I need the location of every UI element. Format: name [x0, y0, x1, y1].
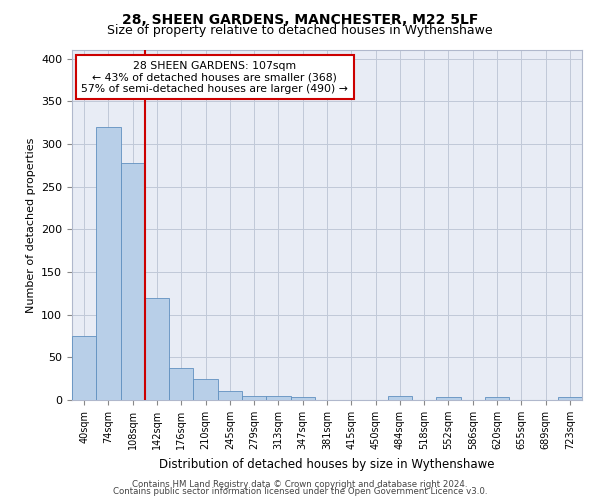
Bar: [169, 368, 193, 400]
Bar: [436, 396, 461, 400]
Text: 28, SHEEN GARDENS, MANCHESTER, M22 5LF: 28, SHEEN GARDENS, MANCHESTER, M22 5LF: [122, 12, 478, 26]
Text: Size of property relative to detached houses in Wythenshawe: Size of property relative to detached ho…: [107, 24, 493, 37]
Bar: [121, 162, 145, 400]
Bar: [96, 127, 121, 400]
Bar: [558, 398, 582, 400]
Bar: [485, 398, 509, 400]
Text: Contains HM Land Registry data © Crown copyright and database right 2024.: Contains HM Land Registry data © Crown c…: [132, 480, 468, 489]
Y-axis label: Number of detached properties: Number of detached properties: [26, 138, 35, 312]
Bar: [145, 298, 169, 400]
Bar: [242, 396, 266, 400]
X-axis label: Distribution of detached houses by size in Wythenshawe: Distribution of detached houses by size …: [159, 458, 495, 470]
Text: 28 SHEEN GARDENS: 107sqm
← 43% of detached houses are smaller (368)
57% of semi-: 28 SHEEN GARDENS: 107sqm ← 43% of detach…: [82, 60, 348, 94]
Bar: [72, 336, 96, 400]
Bar: [290, 398, 315, 400]
Bar: [193, 378, 218, 400]
Bar: [266, 396, 290, 400]
Bar: [218, 392, 242, 400]
Text: Contains public sector information licensed under the Open Government Licence v3: Contains public sector information licen…: [113, 488, 487, 496]
Bar: [388, 396, 412, 400]
